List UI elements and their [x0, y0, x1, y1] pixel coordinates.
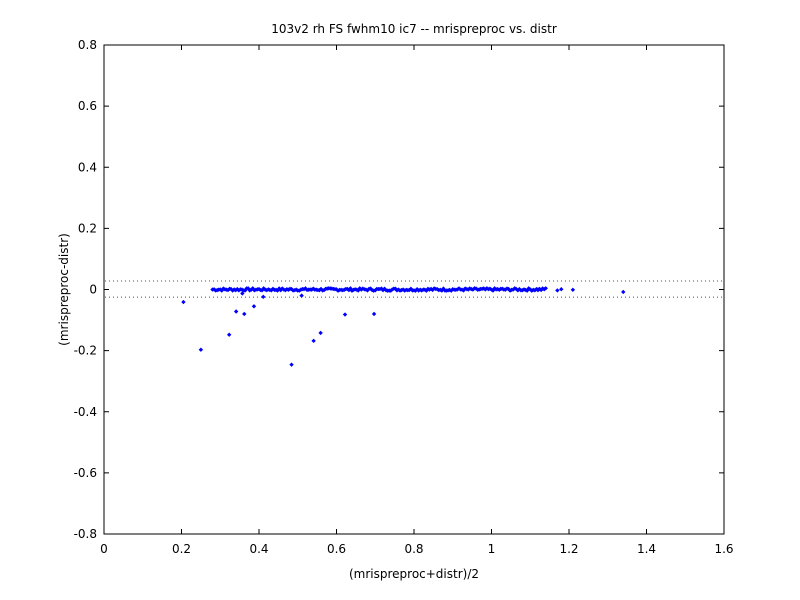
x-tick-label: 1.2 — [559, 542, 578, 556]
y-tick-label: 0.4 — [78, 160, 97, 174]
scatter-point — [371, 311, 377, 317]
scatter-point — [526, 286, 531, 291]
y-tick-label: -0.8 — [74, 527, 97, 541]
scatter-point — [543, 286, 548, 291]
x-tick-label: 0.2 — [172, 542, 191, 556]
scatter-point — [261, 294, 266, 300]
scatter-point — [570, 287, 576, 293]
data-points — [181, 286, 626, 367]
x-tick-label: 0 — [100, 542, 108, 556]
y-axis-label: (mrispreproc-distr) — [57, 233, 71, 346]
y-tick-label: 0.6 — [78, 99, 97, 113]
tick-labels: 0 0.2 0.4 0.6 0.8 1 1.2 1.4 1.6 -0.8 -0.6 -0.4 -0.2 0… — [74, 38, 734, 556]
x-tick-label: 0.6 — [327, 542, 346, 556]
axis-ticks — [103, 44, 725, 535]
scatter-point — [555, 288, 560, 293]
scatter-point — [198, 347, 204, 352]
scatter-point — [559, 286, 564, 292]
scatter-point — [535, 287, 541, 292]
y-tick-label: 0.8 — [78, 38, 97, 52]
y-tick-label: -0.4 — [74, 405, 97, 419]
scatter-point — [181, 299, 186, 305]
x-tick-label: 0.8 — [404, 542, 423, 556]
scatter-point — [621, 289, 626, 295]
scatter-point — [226, 332, 232, 337]
y-tick-label: -0.2 — [74, 344, 97, 358]
scatter-point — [311, 338, 316, 344]
scatter-point — [233, 309, 239, 314]
chart-title: 103v2 rh FS fwhm10 ic7 -- mrispreproc vs… — [271, 22, 557, 36]
reference-lines — [105, 280, 723, 298]
scatter-point — [538, 287, 544, 293]
scatter-point — [242, 311, 247, 317]
scatter-point — [299, 293, 304, 298]
scatter-point — [289, 362, 294, 367]
scatter-point — [251, 304, 257, 309]
x-axis-label: (mrispreproc+distr)/2 — [349, 567, 479, 581]
scatter-point — [342, 312, 348, 317]
scatter-point — [523, 287, 528, 293]
scatter-point — [514, 286, 519, 292]
y-tick-label: 0 — [89, 283, 97, 297]
scatter-point — [240, 291, 245, 296]
scatter-point — [233, 287, 238, 293]
y-tick-label: -0.6 — [74, 466, 97, 480]
scatter-point — [529, 288, 534, 293]
x-tick-label: 0.4 — [249, 542, 268, 556]
y-tick-label: 0.2 — [78, 221, 97, 235]
scatter-point — [515, 288, 521, 293]
scatter-point — [318, 330, 323, 336]
x-tick-label: 1.4 — [637, 542, 656, 556]
x-tick-label: 1.6 — [714, 542, 733, 556]
x-tick-label: 1 — [488, 542, 496, 556]
scatter-point — [511, 287, 516, 292]
scatter-point — [542, 287, 547, 292]
